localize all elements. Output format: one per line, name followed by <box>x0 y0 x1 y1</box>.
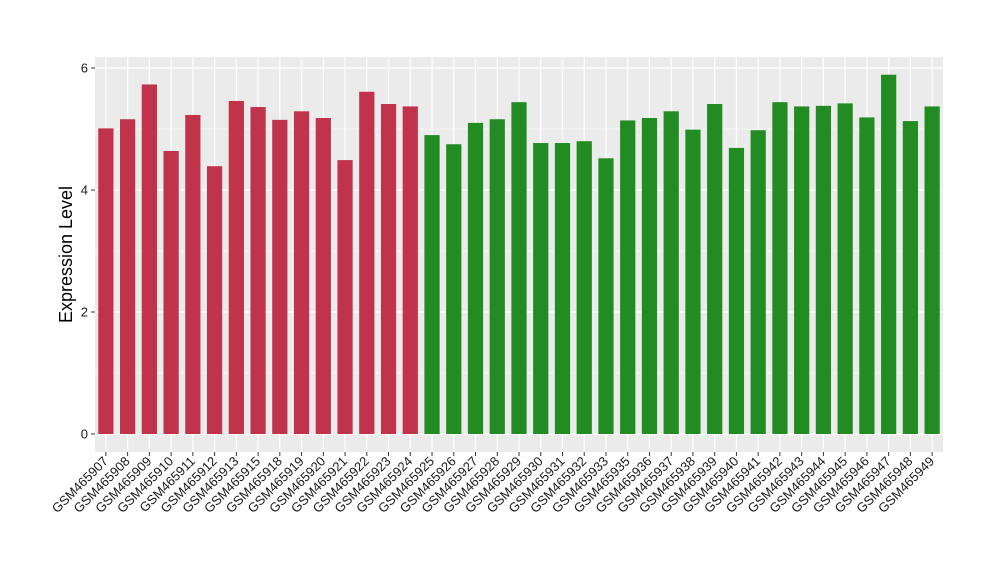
bar <box>467 122 484 435</box>
y-tick-label: 6 <box>81 61 88 76</box>
bar <box>272 119 288 434</box>
bar <box>380 103 397 435</box>
bar <box>98 128 114 434</box>
bar <box>794 106 810 435</box>
bar <box>750 130 766 434</box>
bar <box>881 74 897 435</box>
bar <box>924 106 940 435</box>
bar <box>359 91 375 434</box>
bar <box>663 111 679 434</box>
bar <box>533 143 549 434</box>
bar <box>576 141 592 434</box>
bar <box>120 119 136 435</box>
bar <box>859 117 875 434</box>
bar <box>489 119 505 435</box>
bar <box>554 143 571 434</box>
bar <box>728 147 745 434</box>
y-tick-label: 2 <box>81 305 88 320</box>
bar <box>424 135 440 434</box>
y-tick-label: 0 <box>81 427 88 442</box>
bar <box>598 158 614 434</box>
bar <box>293 111 310 434</box>
bar <box>707 103 723 435</box>
bar <box>446 144 462 434</box>
bar <box>511 102 527 434</box>
bar <box>620 120 636 435</box>
bar <box>402 106 418 435</box>
bar <box>772 102 788 434</box>
bar <box>206 166 223 434</box>
bars <box>98 74 940 435</box>
bar <box>837 103 853 434</box>
x-axis: GSM465907GSM465908GSM465909GSM465910GSM4… <box>49 452 937 516</box>
bar <box>185 114 201 434</box>
bar <box>315 118 331 435</box>
bar <box>902 121 918 434</box>
bar <box>141 84 157 434</box>
bar <box>815 105 832 434</box>
bar <box>228 100 244 434</box>
bar <box>337 160 353 435</box>
bar <box>685 129 701 435</box>
y-axis-title: Expression Level <box>56 186 76 323</box>
bar <box>641 118 658 435</box>
y-axis: 0 2 4 6 <box>81 61 95 442</box>
bar <box>163 150 179 434</box>
bar <box>250 107 266 434</box>
y-tick-label: 4 <box>81 183 88 198</box>
